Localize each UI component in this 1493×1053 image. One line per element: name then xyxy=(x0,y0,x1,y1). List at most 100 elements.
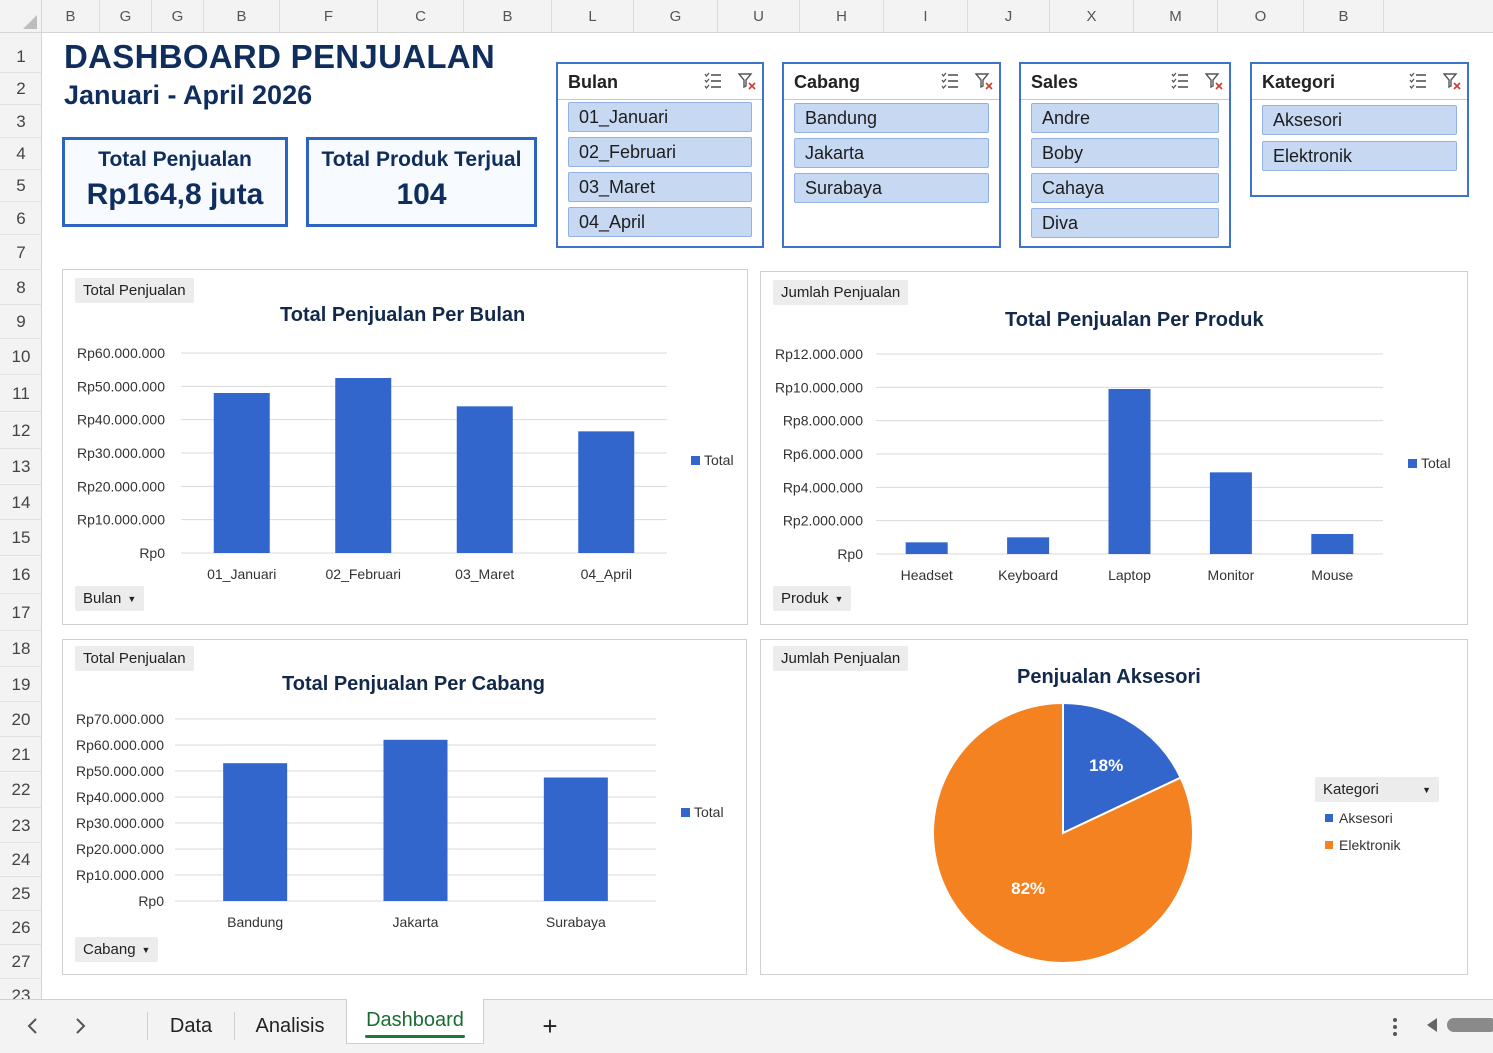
slicer-item[interactable]: Jakarta xyxy=(794,138,989,168)
column-header[interactable]: B xyxy=(464,0,552,33)
row-header[interactable]: 4 xyxy=(0,138,41,170)
slicer-header: Bulan xyxy=(558,64,762,100)
row-header[interactable]: 23 xyxy=(0,979,41,999)
column-header[interactable]: B xyxy=(42,0,100,33)
column-header[interactable]: F xyxy=(280,0,378,33)
value-field-button[interactable]: Total Penjualan xyxy=(75,278,194,303)
column-header[interactable]: H xyxy=(800,0,884,33)
column-header[interactable]: O xyxy=(1218,0,1304,33)
column-header[interactable]: G xyxy=(100,0,152,33)
row-header[interactable]: 6 xyxy=(0,202,41,235)
row-header[interactable]: 2 xyxy=(0,73,41,105)
column-header[interactable]: U xyxy=(718,0,800,33)
multi-select-icon[interactable] xyxy=(941,72,959,90)
slicer-item[interactable]: Diva xyxy=(1031,208,1219,238)
row-header[interactable]: 19 xyxy=(0,667,41,702)
slicer-item[interactable]: Elektronik xyxy=(1262,141,1457,171)
row-header[interactable]: 8 xyxy=(0,270,41,305)
multi-select-icon[interactable] xyxy=(704,72,722,90)
y-tick-label: Rp0 xyxy=(138,893,164,909)
row-header[interactable]: 16 xyxy=(0,556,41,594)
scroll-left-icon[interactable] xyxy=(1425,1017,1439,1033)
slicer-item[interactable]: 01_Januari xyxy=(568,102,752,132)
row-header[interactable]: 24 xyxy=(0,843,41,877)
slicer-item[interactable]: Aksesori xyxy=(1262,105,1457,135)
multi-select-icon[interactable] xyxy=(1409,72,1427,90)
row-header[interactable]: 26 xyxy=(0,911,41,945)
row-header[interactable]: 22 xyxy=(0,772,41,808)
tab-label: Dashboard xyxy=(366,1009,464,1031)
column-header[interactable]: G xyxy=(634,0,718,33)
column-header[interactable]: M xyxy=(1134,0,1218,33)
row-header[interactable]: 13 xyxy=(0,449,41,485)
axis-field-dropdown-produk[interactable]: Produk ▼ xyxy=(773,586,852,611)
column-header[interactable]: B xyxy=(204,0,280,33)
slicer-item[interactable]: 03_Maret xyxy=(568,172,752,202)
bar-chart-produk: Rp0 Rp2.000.000 Rp4.000.000 Rp6.000.000 Rp8.… xyxy=(775,346,1451,583)
row-header[interactable]: 15 xyxy=(0,520,41,556)
more-options-icon[interactable] xyxy=(1386,1017,1404,1037)
row-header[interactable]: 27 xyxy=(0,945,41,979)
row-header[interactable]: 1 xyxy=(0,41,41,73)
slicer-item[interactable]: Bandung xyxy=(794,103,989,133)
row-header[interactable]: 7 xyxy=(0,235,41,270)
slicer-item[interactable]: 02_Februari xyxy=(568,137,752,167)
clear-filter-icon[interactable] xyxy=(975,72,993,90)
chevron-left-icon[interactable] xyxy=(21,1012,45,1040)
value-field-button[interactable]: Total Penjualan xyxy=(75,646,194,671)
column-header[interactable]: X xyxy=(1050,0,1134,33)
add-sheet-button[interactable]: + xyxy=(542,1011,558,1041)
slicer-item[interactable]: Surabaya xyxy=(794,173,989,203)
tab-data[interactable]: Data xyxy=(169,1015,213,1037)
column-header[interactable]: J xyxy=(968,0,1050,33)
value-field-button[interactable]: Jumlah Penjualan xyxy=(773,646,909,671)
row-header[interactable]: 18 xyxy=(0,631,41,667)
slicer-title: Bulan xyxy=(568,72,619,92)
row-header[interactable]: 14 xyxy=(0,485,41,520)
row-header[interactable]: 20 xyxy=(0,702,41,737)
select-all-corner[interactable] xyxy=(0,0,42,33)
value-field-button[interactable]: Jumlah Penjualan xyxy=(773,280,909,305)
chevron-right-icon[interactable] xyxy=(68,1012,92,1040)
horizontal-scrollbar-thumb[interactable] xyxy=(1447,1018,1493,1032)
sheet-tab-bar: Data Analisis Dashboard + xyxy=(0,999,1493,1053)
bar xyxy=(1007,537,1050,554)
row-header[interactable]: 12 xyxy=(0,412,41,449)
slicer-item[interactable]: Andre xyxy=(1031,103,1219,133)
multi-select-icon[interactable] xyxy=(1171,72,1189,90)
chevron-down-icon: ▼ xyxy=(1422,785,1431,795)
bar xyxy=(213,393,270,553)
clear-filter-icon[interactable] xyxy=(1443,72,1461,90)
row-header[interactable]: 9 xyxy=(0,305,41,339)
x-tick-label: 02_Februari xyxy=(326,566,402,582)
x-tick-label: 04_April xyxy=(581,566,632,582)
tab-analisis[interactable]: Analisis xyxy=(255,1015,325,1037)
row-header[interactable]: 25 xyxy=(0,877,41,911)
tab-dashboard[interactable]: Dashboard xyxy=(346,999,484,1044)
row-header[interactable]: 23 xyxy=(0,808,41,843)
column-header[interactable]: B xyxy=(1304,0,1384,33)
clear-filter-icon[interactable] xyxy=(1205,72,1223,90)
slicer-item[interactable]: Cahaya xyxy=(1031,173,1219,203)
legend-field-dropdown-kategori[interactable]: Kategori ▼ xyxy=(1315,777,1439,802)
row-header[interactable]: 17 xyxy=(0,594,41,631)
slicer-sales: Sales Andre Boby Cahaya Diva xyxy=(1019,62,1231,248)
slicer-item[interactable]: Boby xyxy=(1031,138,1219,168)
row-header[interactable]: 5 xyxy=(0,170,41,202)
clear-filter-icon[interactable] xyxy=(738,72,756,90)
column-header[interactable]: I xyxy=(884,0,968,33)
axis-field-dropdown-cabang[interactable]: Cabang ▼ xyxy=(75,937,159,962)
column-header[interactable]: L xyxy=(552,0,634,33)
row-header[interactable]: 10 xyxy=(0,339,41,375)
row-header[interactable]: 3 xyxy=(0,105,41,138)
y-tick-label: Rp20.000.000 xyxy=(76,841,164,857)
slicer-item[interactable]: 04_April xyxy=(568,207,752,237)
row-header[interactable]: 21 xyxy=(0,737,41,772)
pie-chart-aksesori: 18% 82% xyxy=(932,701,1194,964)
legend-swatch xyxy=(691,456,700,465)
column-header[interactable]: C xyxy=(378,0,464,33)
column-header[interactable]: G xyxy=(152,0,204,33)
row-header[interactable]: 11 xyxy=(0,375,41,412)
axis-field-dropdown-bulan[interactable]: Bulan ▼ xyxy=(75,586,145,611)
